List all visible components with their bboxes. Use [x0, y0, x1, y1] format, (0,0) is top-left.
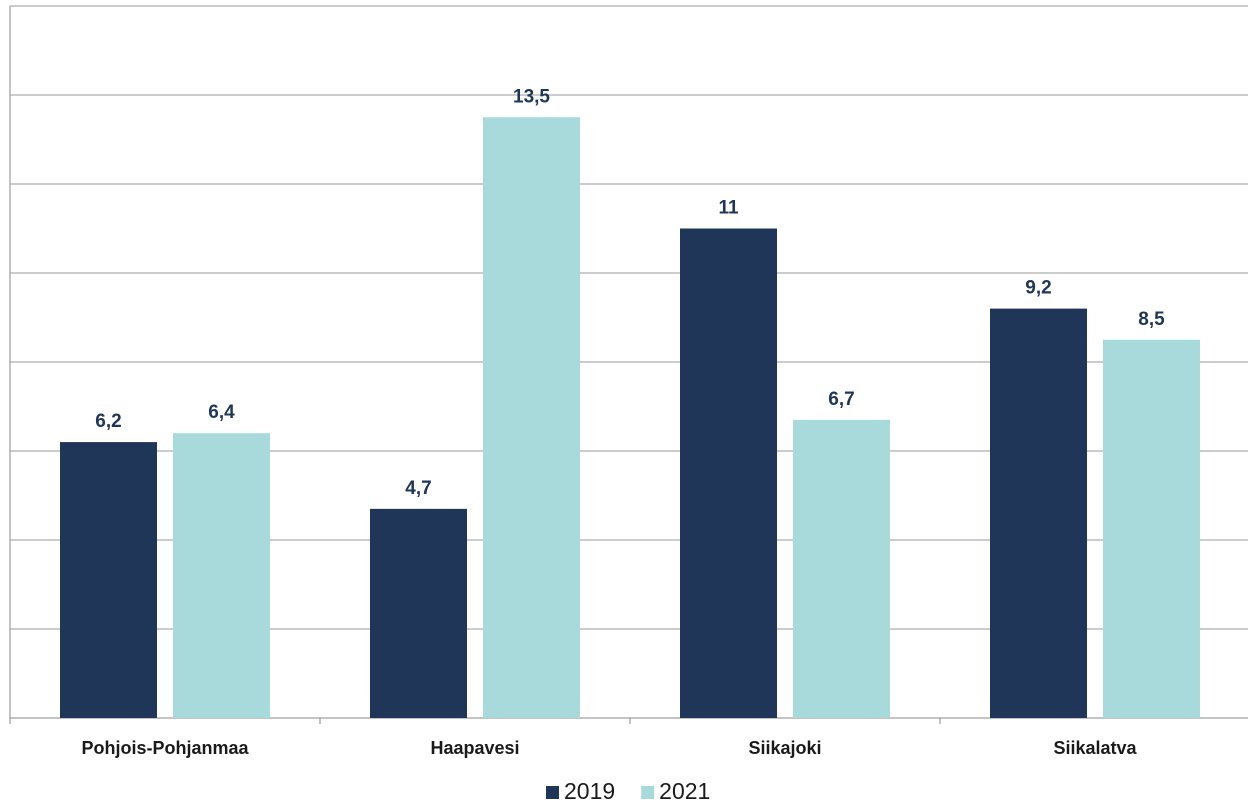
legend-swatch [546, 786, 559, 799]
x-tick-label: Siikalatva [1053, 738, 1137, 758]
bar [793, 419, 890, 718]
legend-label: 2019 [564, 778, 615, 803]
x-tick-label: Pohjois-Pohjanmaa [81, 738, 249, 758]
value-label: 6,2 [95, 411, 121, 432]
bar [173, 433, 270, 718]
bar [60, 442, 157, 718]
bar [1103, 339, 1200, 718]
bar [483, 117, 580, 718]
bar [680, 228, 777, 718]
value-label: 6,7 [828, 389, 854, 410]
value-label: 6,4 [208, 402, 235, 423]
value-label: 11 [718, 198, 739, 219]
value-label: 9,2 [1025, 278, 1051, 299]
value-label: 8,5 [1138, 309, 1165, 330]
x-tick-label: Haapavesi [430, 738, 519, 758]
value-label: 4,7 [405, 478, 431, 499]
x-tick-label: Siikajoki [748, 738, 821, 758]
bar [370, 508, 467, 718]
value-label: 13,5 [513, 86, 550, 107]
legend-swatch [641, 786, 655, 799]
bar [990, 308, 1087, 718]
legend-label: 2021 [659, 778, 710, 803]
